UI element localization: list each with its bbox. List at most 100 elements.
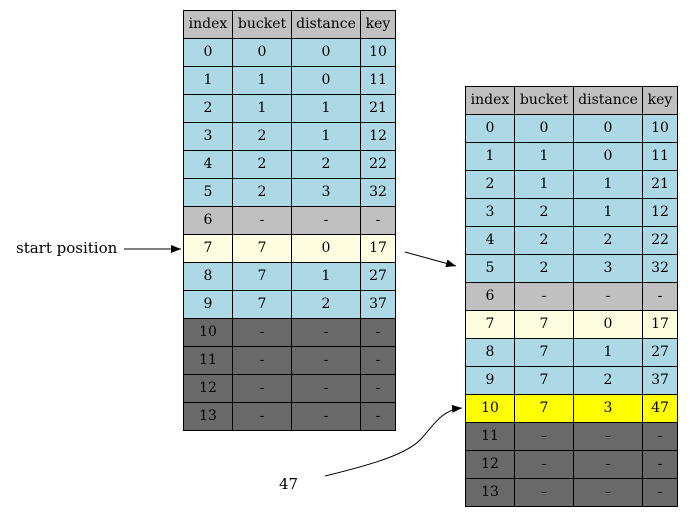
cell-index: 11 — [465, 422, 515, 451]
table-row: 5 2 3 32 — [465, 254, 678, 283]
table-row: 11- - - — [465, 422, 678, 451]
cell-bucket: 1 — [514, 142, 574, 171]
cell-key: - — [642, 478, 678, 507]
cell-key: 12 — [642, 198, 678, 227]
cell-distance: 2 — [573, 226, 643, 255]
cell-index: 9 — [465, 366, 515, 395]
inserted-key-label: 47 — [279, 475, 299, 493]
cell-key: 37 — [360, 290, 396, 319]
table-row: 7 7 0 17 — [183, 234, 396, 263]
table-row: 6--- — [465, 282, 678, 311]
column-header-index: index — [183, 10, 233, 39]
start-position-label: start position — [16, 239, 118, 257]
table-row: 4 2 2 22 — [465, 226, 678, 255]
after-insert-table-body: index bucket distance key 0 0 0 10 1 1 0 11 2 1 1 2… — [465, 86, 678, 507]
cell-distance: 0 — [573, 114, 643, 143]
cell-bucket: 2 — [232, 178, 292, 207]
cell-key: 47 — [642, 394, 678, 423]
after-insert-table: index bucket distance key 0 0 0 10 1 1 0 11 2 1 1 2… — [465, 86, 678, 507]
table-row: 10 7 3 47 — [465, 394, 678, 423]
cell-key: - — [360, 318, 396, 347]
cell-distance: 1 — [291, 262, 361, 291]
cell-key: 17 — [642, 310, 678, 339]
cell-key: 27 — [360, 262, 396, 291]
table-row: 8 7 1 27 — [183, 262, 396, 291]
table-row: 0 0 0 10 — [183, 38, 396, 67]
table-transition-arrow — [404, 251, 457, 268]
cell-distance: 1 — [573, 170, 643, 199]
before-insert-table-body: index bucket distance key 0 0 0 10 1 1 0 11 2 1 1 2… — [183, 10, 396, 431]
cell-distance: - — [573, 478, 643, 507]
cell-distance: 1 — [573, 198, 643, 227]
column-header-bucket: bucket — [514, 86, 574, 115]
cell-index: 8 — [183, 262, 233, 291]
cell-index: 13 — [465, 478, 515, 507]
cell-index: 1 — [465, 142, 515, 171]
table-row: 1 1 0 11 — [465, 142, 678, 171]
cell-key: 12 — [360, 122, 396, 151]
cell-key: 37 — [642, 366, 678, 395]
cell-distance: - — [291, 402, 361, 431]
cell-bucket: 2 — [514, 254, 574, 283]
cell-bucket: 2 — [514, 198, 574, 227]
cell-index: 13 — [183, 402, 233, 431]
table-row: 2 1 1 21 — [465, 170, 678, 199]
cell-bucket: - — [232, 318, 292, 347]
cell-key: 10 — [360, 38, 396, 67]
table-row: 9 7 2 37 — [465, 366, 678, 395]
table-row: 4 2 2 22 — [183, 150, 396, 179]
cell-distance: 0 — [291, 38, 361, 67]
cell-key: 10 — [642, 114, 678, 143]
table-header-row: index bucket distance key — [465, 86, 678, 115]
table-header-row: index bucket distance key — [183, 10, 396, 39]
cell-index: 4 — [465, 226, 515, 255]
cell-key: - — [360, 374, 396, 403]
cell-index: 7 — [183, 234, 233, 263]
cell-key: 17 — [360, 234, 396, 263]
cell-bucket: 0 — [232, 38, 292, 67]
cell-index: 6 — [183, 206, 233, 235]
cell-index: 10 — [183, 318, 233, 347]
cell-index: 9 — [183, 290, 233, 319]
cell-index: 1 — [183, 66, 233, 95]
cell-bucket: - — [514, 422, 574, 451]
column-header-index: index — [465, 86, 515, 115]
cell-distance: 0 — [573, 310, 643, 339]
cell-distance: - — [573, 450, 643, 479]
cell-key: - — [642, 422, 678, 451]
cell-distance: 2 — [573, 366, 643, 395]
table-row: 5 2 3 32 — [183, 178, 396, 207]
cell-key: - — [360, 346, 396, 375]
cell-bucket: 7 — [232, 290, 292, 319]
cell-distance: 0 — [291, 66, 361, 95]
before-insert-table: index bucket distance key 0 0 0 10 1 1 0 11 2 1 1 2… — [183, 10, 396, 431]
cell-bucket: - — [232, 402, 292, 431]
cell-bucket: - — [232, 206, 292, 235]
cell-index: 2 — [183, 94, 233, 123]
table-row: 13- - - — [465, 478, 678, 507]
cell-key: 32 — [642, 254, 678, 283]
cell-index: 11 — [183, 346, 233, 375]
table-row: 6--- — [183, 206, 396, 235]
cell-bucket: 1 — [514, 170, 574, 199]
cell-key: 32 — [360, 178, 396, 207]
cell-bucket: 1 — [232, 94, 292, 123]
cell-distance: 1 — [291, 122, 361, 151]
table-row: 8 7 1 27 — [465, 338, 678, 367]
cell-bucket: - — [514, 478, 574, 507]
cell-key: - — [360, 402, 396, 431]
cell-bucket: - — [514, 450, 574, 479]
table-row: 9 7 2 37 — [183, 290, 396, 319]
cell-bucket: 7 — [232, 262, 292, 291]
cell-distance: 3 — [573, 254, 643, 283]
column-header-distance: distance — [573, 86, 643, 115]
cell-key: - — [642, 282, 678, 311]
cell-bucket: 0 — [514, 114, 574, 143]
column-header-key: key — [360, 10, 396, 39]
cell-index: 4 — [183, 150, 233, 179]
cell-index: 0 — [183, 38, 233, 67]
cell-index: 5 — [465, 254, 515, 283]
cell-distance: 2 — [291, 290, 361, 319]
insert-key-arrow — [324, 404, 463, 477]
table-row: 10- - - — [183, 318, 396, 347]
